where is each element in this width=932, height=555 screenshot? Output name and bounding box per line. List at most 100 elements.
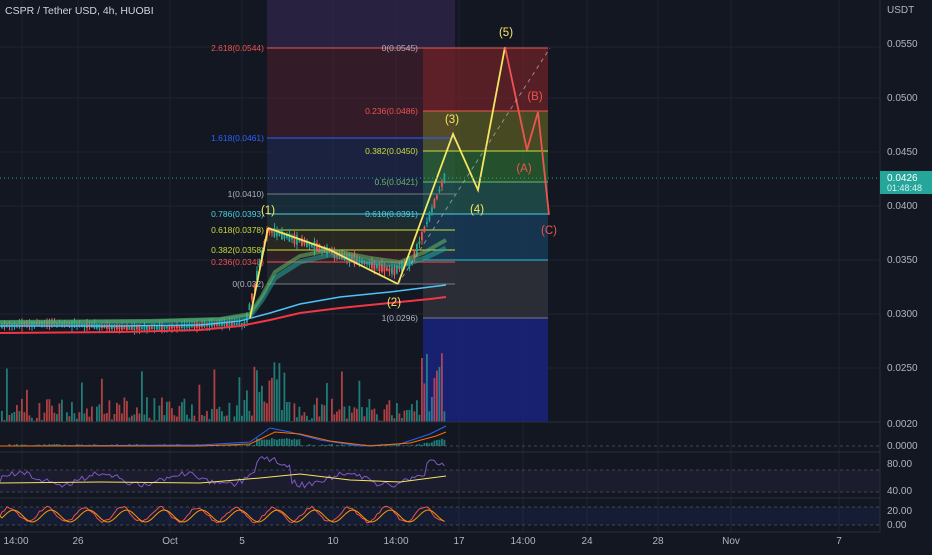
volume-bar — [274, 362, 276, 422]
candle-body — [294, 234, 296, 244]
candle-body — [314, 241, 316, 251]
candle-body — [424, 227, 426, 232]
volume-bar — [286, 402, 288, 422]
volume-bar — [171, 408, 173, 422]
candle-body — [149, 326, 151, 329]
volume-bar — [16, 405, 18, 422]
candle-body — [441, 181, 443, 186]
volume-bar — [284, 373, 286, 422]
macd-bar — [291, 440, 293, 446]
volume-bar — [116, 403, 118, 422]
macd-bar — [249, 444, 251, 446]
volume-bar — [341, 372, 343, 422]
candle-body — [281, 230, 283, 239]
symbol-title[interactable]: CSPR / Tether USD, 4h, HUOBI — [5, 5, 154, 17]
macd-bar — [301, 445, 303, 446]
macd-bar — [416, 445, 418, 446]
volume-bar — [141, 371, 143, 422]
volume-bar — [11, 413, 13, 422]
currency-label: USDT — [887, 5, 914, 16]
candle-body — [436, 195, 438, 198]
volume-bar — [306, 416, 308, 422]
volume-bar — [26, 390, 28, 422]
volume-bar — [154, 398, 156, 422]
time-tick: 28 — [652, 536, 664, 547]
volume-bar — [134, 414, 136, 422]
volume-bar — [354, 407, 356, 422]
volume-bar — [36, 418, 38, 422]
macd-bar — [314, 445, 316, 446]
macd-bar — [431, 442, 433, 446]
macd-bar — [254, 445, 256, 446]
volume-bar — [186, 415, 188, 422]
macd-bar — [411, 445, 413, 446]
volume-bar — [411, 404, 413, 422]
time-tick: 14:00 — [383, 536, 408, 547]
price-tick: 0.0450 — [887, 147, 918, 158]
volume-bar — [279, 363, 281, 422]
volume-bar — [59, 404, 61, 422]
candle-body — [151, 327, 153, 329]
candle-body — [146, 326, 148, 330]
candle-body — [164, 326, 166, 329]
volume-bar — [266, 403, 268, 422]
volume-bar — [149, 418, 151, 422]
price-tick: 0.0300 — [887, 309, 918, 320]
macd-bar — [336, 445, 338, 446]
macd-bar — [324, 445, 326, 446]
volume-bar — [89, 417, 91, 422]
volume-bar — [96, 407, 98, 422]
volume-bar — [239, 377, 241, 422]
volume-bar — [216, 409, 218, 422]
volume-bar — [409, 410, 411, 422]
volume-bar — [91, 407, 93, 422]
volume-bar — [9, 415, 11, 422]
volume-bar — [169, 402, 171, 422]
fib-level-label: 0(0.0545) — [382, 43, 419, 53]
rsi-axis-tick: 80.00 — [887, 459, 912, 470]
macd-bar — [406, 445, 408, 446]
volume-bar — [219, 407, 221, 422]
volume-bar — [359, 381, 361, 422]
fib-level-label: 0.618(0.0391) — [365, 209, 418, 219]
price-tick: 0.0020 — [887, 419, 918, 430]
macd-bar — [246, 445, 248, 446]
macd-bar — [326, 445, 328, 446]
volume-bar — [29, 415, 31, 422]
candle-body — [386, 267, 388, 271]
volume-bar — [369, 399, 371, 422]
macd-bar — [434, 441, 436, 446]
volume-bar — [14, 412, 16, 422]
fib-level-label: 0.618(0.0378) — [211, 225, 264, 235]
macd-bar — [439, 440, 441, 446]
volume-bar — [99, 404, 101, 422]
volume-bar — [311, 418, 313, 422]
volume-bar — [126, 401, 128, 422]
candle-body — [154, 327, 156, 329]
volume-bar — [434, 378, 436, 422]
candle-body — [249, 304, 251, 310]
volume-bar — [271, 378, 273, 422]
fib-level-label: 0.382(0.0450) — [365, 146, 418, 156]
volume-bar — [441, 353, 443, 422]
volume-bar — [289, 402, 291, 422]
macd-bar — [331, 444, 333, 446]
volume-bar — [136, 407, 138, 422]
macd-bar — [299, 439, 301, 446]
wave-label-b: (B) — [527, 91, 543, 103]
volume-bar — [404, 411, 406, 422]
volume-bar — [261, 386, 263, 422]
volume-bar — [294, 403, 296, 422]
macd-bar — [256, 438, 258, 446]
volume-bar — [139, 413, 141, 422]
volume-bar — [234, 416, 236, 422]
macd-bar — [289, 439, 291, 446]
price-tick: 0.0400 — [887, 201, 918, 212]
macd-bar — [426, 443, 428, 446]
volume-bar — [414, 411, 416, 422]
candle-body — [131, 326, 133, 330]
volume-bar — [61, 400, 63, 422]
volume-bar — [49, 399, 51, 422]
volume-bar — [406, 410, 408, 422]
